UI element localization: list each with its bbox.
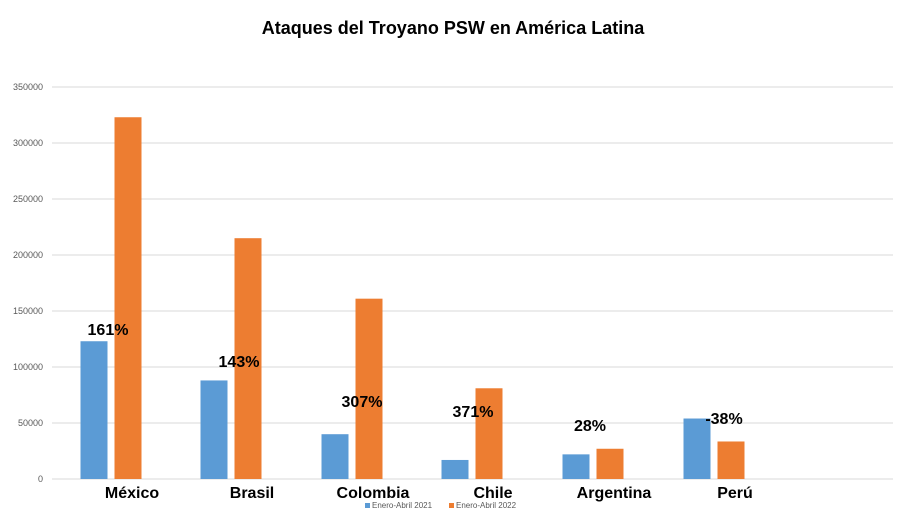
y-tick-label: 50000 <box>18 418 43 428</box>
bar-2022-2 <box>355 298 383 479</box>
gridlines <box>52 86 893 480</box>
bars <box>80 117 745 480</box>
x-tick-label: México <box>105 485 159 502</box>
y-tick-label: 300000 <box>13 138 43 148</box>
y-tick-label: 250000 <box>13 194 43 204</box>
y-tick-label: 0 <box>38 474 43 484</box>
bar-2021-0 <box>80 341 108 479</box>
bar-2022-0 <box>114 117 142 480</box>
x-tick-label: Argentina <box>577 485 652 502</box>
percent-change-label: 371% <box>453 404 494 421</box>
bar-2022-5 <box>717 441 745 479</box>
y-tick-label: 100000 <box>13 362 43 372</box>
x-tick-label: Colombia <box>337 485 410 502</box>
bar-2022-1 <box>234 238 262 479</box>
legend-swatch <box>449 503 454 508</box>
y-tick-label: 200000 <box>13 250 43 260</box>
legend-swatch <box>365 503 370 508</box>
y-tick-label: 350000 <box>13 82 43 92</box>
bar-2021-2 <box>321 434 349 479</box>
percent-change-label: 307% <box>342 394 383 411</box>
x-tick-label: Brasil <box>230 485 274 502</box>
bar-2021-4 <box>562 454 590 479</box>
legend: Enero-Abril 2021 Enero-Abril 2022 <box>365 501 517 510</box>
percent-change-label: 28% <box>574 418 606 435</box>
percent-change-label: -38% <box>705 411 742 428</box>
legend-label: Enero-Abril 2022 <box>456 501 517 510</box>
x-axis-ticks: México Brasil Colombia Chile Argentina Perú <box>105 485 753 502</box>
percent-annotations: 161% 143% 307% 371% 28% -38% <box>88 322 743 435</box>
percent-change-label: 143% <box>219 354 260 371</box>
bar-2022-4 <box>596 448 624 479</box>
chart-title: Ataques del Troyano PSW en América Latin… <box>262 18 645 38</box>
percent-change-label: 161% <box>88 322 129 339</box>
y-tick-label: 150000 <box>13 306 43 316</box>
bar-2022-3 <box>475 388 503 479</box>
y-axis-ticks: 0 50000 100000 150000 200000 250000 300000 3500… <box>13 82 43 484</box>
x-tick-label: Perú <box>717 485 753 502</box>
bar-2021-1 <box>200 380 228 479</box>
x-tick-label: Chile <box>473 485 512 502</box>
legend-label: Enero-Abril 2021 <box>372 501 433 510</box>
bar-2021-5 <box>683 418 711 479</box>
bar-2021-3 <box>441 459 469 479</box>
